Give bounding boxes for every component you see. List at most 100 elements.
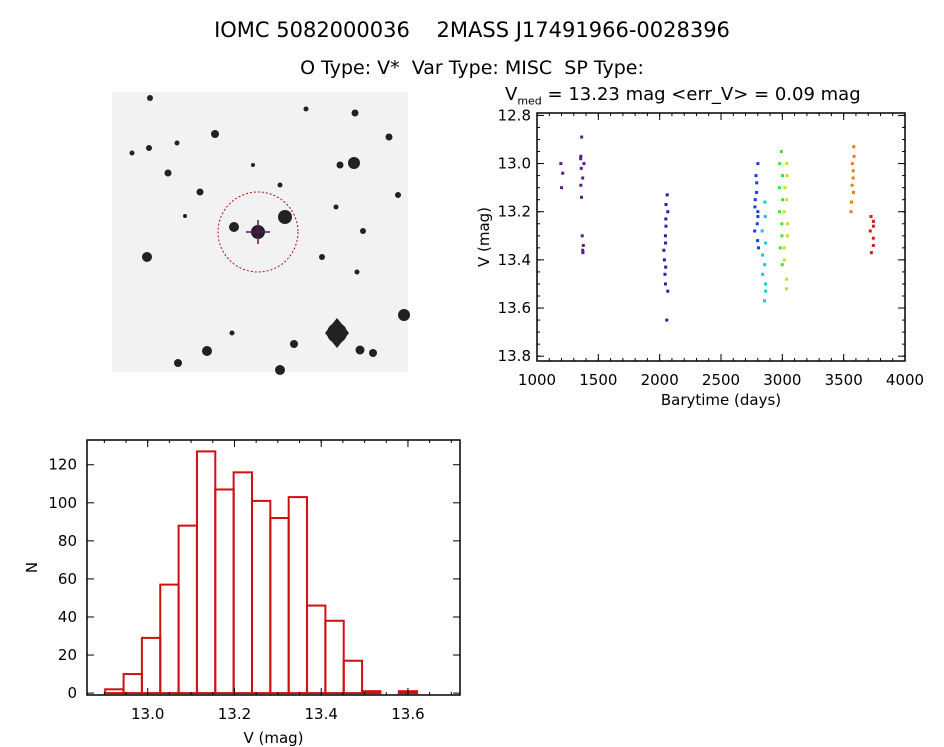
data-point [755,191,758,194]
data-point [785,174,788,177]
data-point [853,155,856,158]
scatter-plot: 1000 1500 2000 2500 3000 3500 4000 12.8 13.0 13.2… [475,106,924,409]
y-tick-label: 80 [58,532,77,550]
y-tick-label: 60 [58,570,77,588]
plot-frame [87,440,460,695]
data-point [580,196,583,199]
data-point [852,191,855,194]
data-point [581,251,584,254]
data-point [872,244,875,247]
y-tick-label: 13.2 [498,203,531,221]
data-point [870,251,873,254]
data-point [664,242,667,245]
y-tick-label: 13.4 [498,251,531,269]
figure: 1000 1500 2000 2500 3000 3500 400012.813.013.2… [0,0,944,747]
data-point [580,136,583,139]
data-point [579,157,582,160]
histogram-bar [307,606,325,694]
data-point [872,220,875,223]
data-point [850,201,853,204]
data-point [872,237,875,240]
data-point [666,290,669,293]
data-point [785,198,788,201]
data-point [778,210,781,213]
data-point [852,145,855,148]
sky-image [112,92,410,375]
x-tick-label: 13.0 [131,705,164,723]
data-point [663,273,666,276]
histogram-bar [124,674,142,693]
data-point [665,319,668,322]
data-point [582,162,585,165]
data-point [756,210,759,213]
data-point [756,239,759,242]
data-point [579,184,582,187]
data-point [662,249,665,252]
data-point [852,177,855,180]
data-point [753,229,756,232]
data-point [780,222,783,225]
histogram-bar [179,526,197,693]
data-point [755,181,758,184]
data-point [764,215,767,218]
data-point [560,186,563,189]
data-point [580,167,583,170]
histogram-bar [142,638,160,693]
data-point [778,186,781,189]
data-point [664,266,667,269]
data-point [783,246,786,249]
data-point [869,229,872,232]
x-tick-label: 2000 [641,371,679,389]
data-point [664,282,667,285]
data-point [763,263,766,266]
data-point [781,263,784,266]
data-point [761,229,764,232]
data-point [763,299,766,302]
y-tick-label: 120 [48,456,77,474]
data-point [756,215,759,218]
x-tick-label: 1500 [579,371,617,389]
plot-frame [537,113,905,361]
data-point [666,193,669,196]
y-tick-label: 13.0 [498,155,531,173]
histogram-bar [105,689,123,693]
histogram: 13.0 13.2 13.4 13.6 0 20 40 60 80 100 120 V (mag) N [23,440,460,747]
data-point [786,234,789,237]
data-point [780,234,783,237]
x-tick-label: 3500 [825,371,863,389]
x-axis-label: V (mag) [243,729,303,747]
histogram-bar [270,518,288,693]
x-tick-label: 13.2 [218,705,251,723]
y-tick-label: 13.6 [498,299,531,317]
histogram-bar [344,661,362,693]
y-tick-label: 0 [67,684,77,702]
data-point [664,217,667,220]
histogram-bar [252,501,270,693]
histogram-bar [234,472,252,693]
data-point [785,278,788,281]
histogram-bar [160,585,178,693]
x-axis-label: Barytime (days) [661,391,781,409]
y-tick-label: 12.8 [498,106,531,124]
x-tick-label: 1000 [518,371,556,389]
histogram-bar [215,489,233,693]
data-point [753,205,756,208]
data-point [785,287,788,290]
data-point [781,198,784,201]
data-point [582,244,585,247]
histogram-bar [289,497,307,693]
data-point [664,225,667,228]
data-point [761,254,764,257]
data-point [559,162,562,165]
data-point [780,150,783,153]
data-point [786,222,789,225]
x-tick-label: 3000 [763,371,801,389]
data-point [581,234,584,237]
data-point [757,246,760,249]
data-point [778,162,781,165]
data-point [663,258,666,261]
data-point [581,177,584,180]
x-tick-label: 13.4 [305,705,338,723]
data-point [781,174,784,177]
data-point [783,258,786,261]
